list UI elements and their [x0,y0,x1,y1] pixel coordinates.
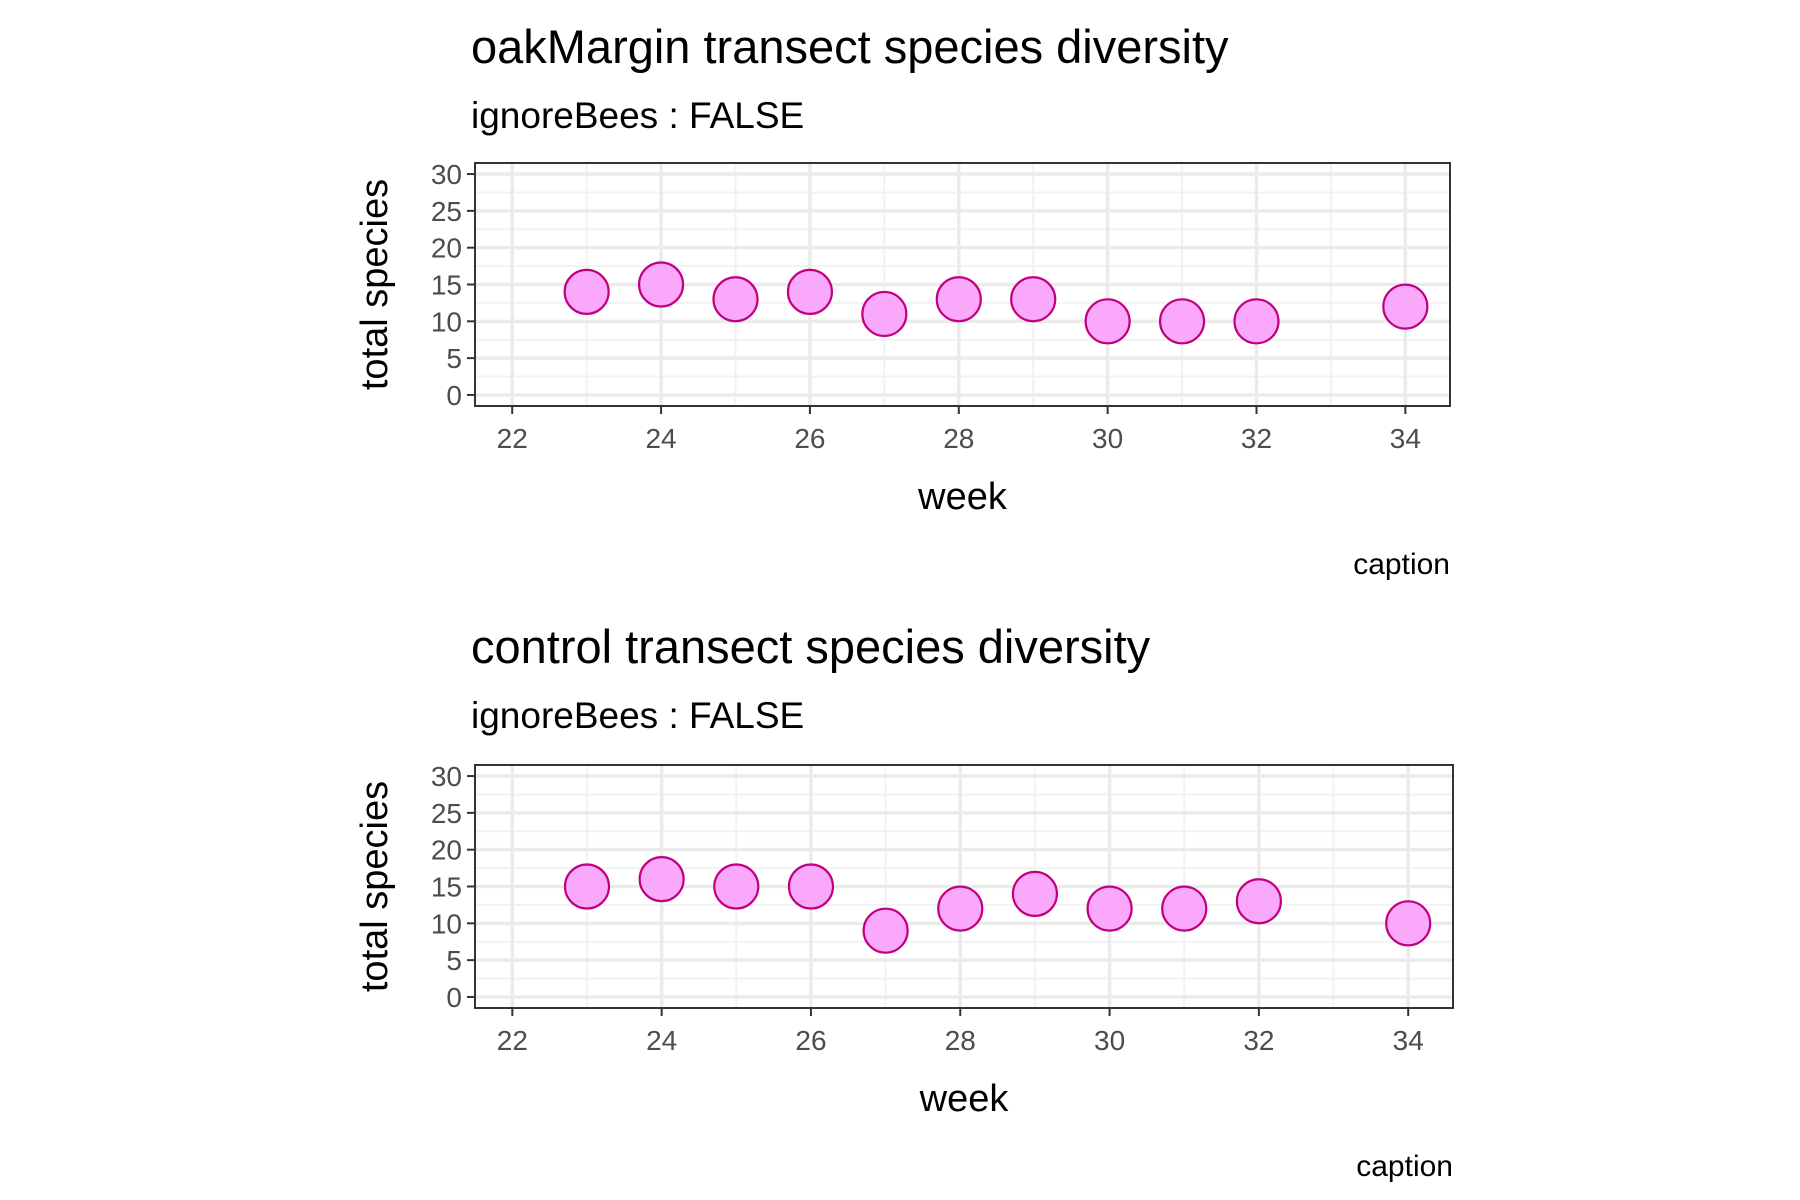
chart-subtitle: ignoreBees : FALSE [471,95,804,136]
y-axis-title: total species [354,781,396,992]
chart-panel-0: oakMargin transect species diversity igno… [354,20,1451,581]
y-tick-label: 10 [431,908,462,939]
chart-subtitle: ignoreBees : FALSE [471,695,804,736]
data-point [1084,298,1131,345]
x-tick-label: 32 [1243,1025,1274,1056]
data-point [1010,276,1057,323]
data-point [713,863,760,910]
x-tick-label: 26 [794,423,825,454]
chart-caption: caption [1356,1150,1453,1183]
y-tick-label: 15 [431,270,462,301]
y-tick-label: 30 [431,159,462,190]
y-tick-label: 20 [431,233,462,264]
x-tick-label: 22 [497,1025,528,1056]
x-tick-label: 22 [497,423,528,454]
x-tick-label: 28 [945,1025,976,1056]
y-tick-label: 0 [446,982,462,1013]
data-point [563,268,610,315]
x-tick-label: 34 [1393,1025,1424,1056]
data-point [1158,298,1206,345]
data-point [787,863,835,910]
chart-title: control transect species diversity [471,620,1151,673]
data-point [862,907,909,954]
chart-title: oakMargin transect species diversity [471,20,1229,73]
data-point [1382,283,1429,330]
x-tick-label: 26 [795,1025,826,1056]
y-tick-label: 0 [446,380,462,411]
data-point [1385,900,1432,947]
y-tick-label: 25 [431,798,462,829]
data-point [638,856,685,903]
x-tick-label: 30 [1094,1025,1125,1056]
x-tick-label: 32 [1241,423,1272,454]
data-point [935,276,982,323]
y-tick-label: 5 [446,343,462,374]
data-point [1235,878,1282,925]
chart-caption: caption [1353,548,1450,581]
chart-panel-1: control transect species diversity ignore… [354,620,1454,1183]
y-tick-label: 25 [431,196,462,227]
data-point [1086,885,1133,932]
data-point [1161,885,1208,932]
x-tick-label: 28 [943,423,974,454]
data-point [637,261,685,308]
x-tick-label: 34 [1390,423,1421,454]
y-tick-label: 15 [431,872,462,903]
y-tick-label: 10 [431,306,462,337]
y-tick-label: 5 [446,945,462,976]
y-tick-label: 30 [431,761,462,792]
x-tick-label: 24 [646,1025,677,1056]
data-point [861,290,908,338]
x-tick-label: 30 [1092,423,1123,454]
data-point [563,863,611,910]
data-point [1011,870,1059,917]
data-point [786,268,834,315]
data-point [1233,298,1280,345]
y-tick-label: 20 [431,835,462,866]
data-point [937,885,984,932]
x-tick-label: 24 [645,423,676,454]
x-axis-title: week [917,476,1008,518]
x-axis-title: week [919,1078,1010,1120]
data-point [712,276,759,323]
y-axis-title: total species [354,179,396,390]
